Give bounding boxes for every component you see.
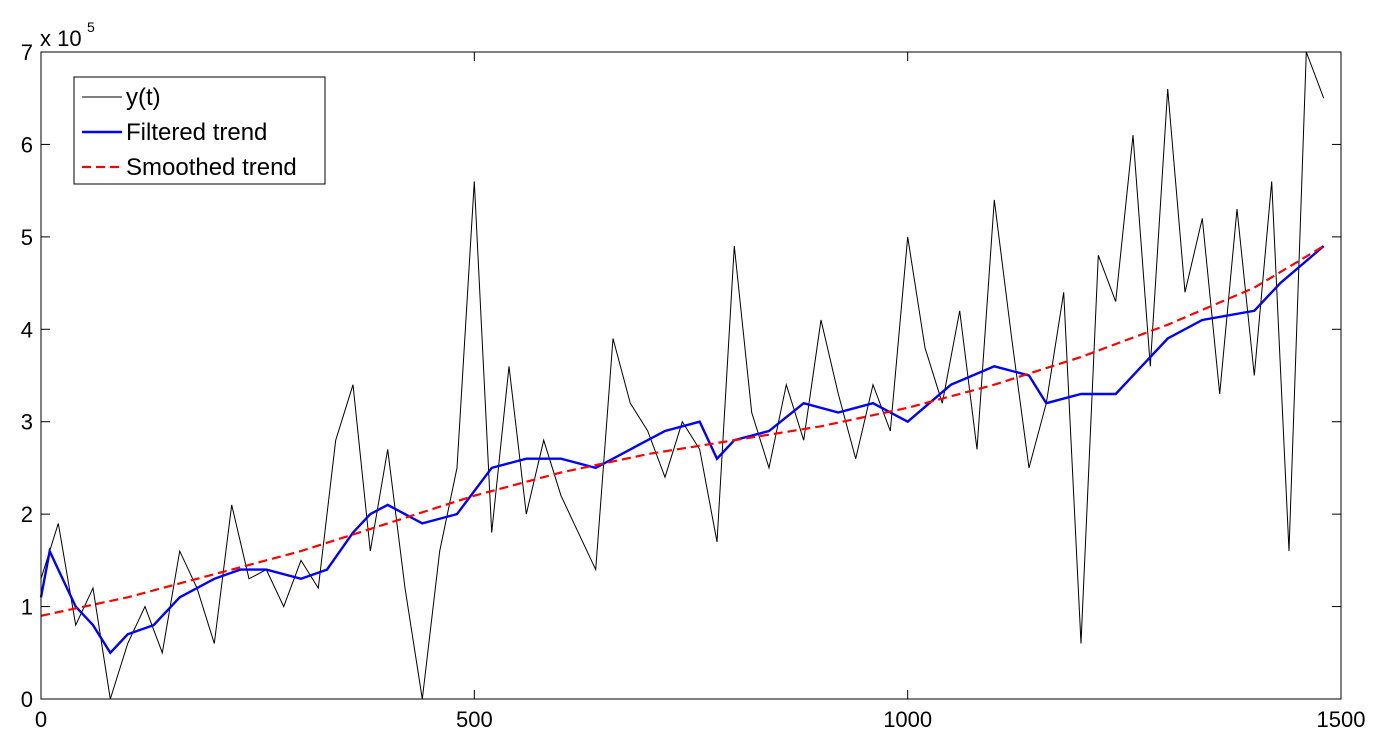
legend-items: y(t) Filtered trend Smoothed trend <box>82 84 297 181</box>
y-exponent-base: x 10 <box>40 26 82 51</box>
y-tick-label: 5 <box>21 225 33 250</box>
x-tick-label: 1500 <box>1317 707 1366 732</box>
y-tick-label: 3 <box>21 410 33 435</box>
series-line-1 <box>40 51 1325 700</box>
x-tick-label: 1000 <box>883 707 932 732</box>
series-line-3 <box>40 245 1325 617</box>
series-line-2 <box>39 245 1325 655</box>
legend-label: Smoothed trend <box>126 154 297 181</box>
legend: y(t) Filtered trend Smoothed trend <box>73 76 326 185</box>
x-tick-label: 0 <box>35 707 47 732</box>
y-tick-label: 2 <box>21 502 33 527</box>
x-tick-label: 500 <box>456 707 493 732</box>
tick-label-layer: 0 500 1000 1500 0 1 2 3 4 5 6 7 <box>21 40 1366 732</box>
y-tick-label: 1 <box>21 595 33 620</box>
y-tick-label: 0 <box>21 687 33 712</box>
legend-label: Filtered trend <box>126 119 267 146</box>
series-layer <box>39 51 1325 700</box>
legend-label: y(t) <box>126 84 161 111</box>
y-tick-label: 4 <box>21 317 33 342</box>
y-tick-label: 6 <box>21 132 33 157</box>
tick-layer <box>40 51 1342 700</box>
y-exponent-power: 5 <box>87 19 95 35</box>
plot-frame <box>40 51 1342 700</box>
y-tick-label: 7 <box>21 40 33 65</box>
